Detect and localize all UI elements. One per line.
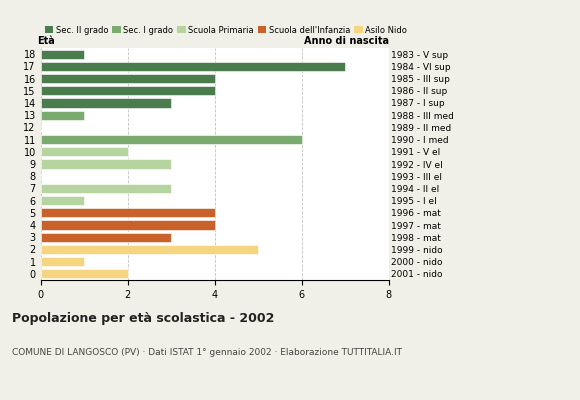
Bar bbox=[41, 208, 215, 218]
Bar bbox=[41, 269, 128, 278]
Bar bbox=[41, 245, 258, 254]
Bar bbox=[41, 257, 84, 266]
Bar bbox=[41, 98, 171, 108]
Bar bbox=[41, 135, 302, 144]
Bar bbox=[41, 233, 171, 242]
Text: Anno di nascita: Anno di nascita bbox=[303, 36, 389, 46]
Text: Popolazione per età scolastica - 2002: Popolazione per età scolastica - 2002 bbox=[12, 312, 274, 325]
Bar bbox=[41, 62, 345, 71]
Bar bbox=[41, 196, 84, 205]
Bar bbox=[41, 220, 215, 230]
Bar bbox=[41, 184, 171, 193]
Bar bbox=[41, 110, 84, 120]
Bar bbox=[41, 147, 128, 156]
Legend: Sec. II grado, Sec. I grado, Scuola Primaria, Scuola dell'Infanzia, Asilo Nido: Sec. II grado, Sec. I grado, Scuola Prim… bbox=[45, 26, 407, 34]
Bar bbox=[41, 160, 171, 168]
Bar bbox=[41, 86, 215, 95]
Text: COMUNE DI LANGOSCO (PV) · Dati ISTAT 1° gennaio 2002 · Elaborazione TUTTITALIA.I: COMUNE DI LANGOSCO (PV) · Dati ISTAT 1° … bbox=[12, 348, 401, 357]
Text: Età: Età bbox=[37, 36, 55, 46]
Bar bbox=[41, 74, 215, 83]
Bar bbox=[41, 50, 84, 59]
